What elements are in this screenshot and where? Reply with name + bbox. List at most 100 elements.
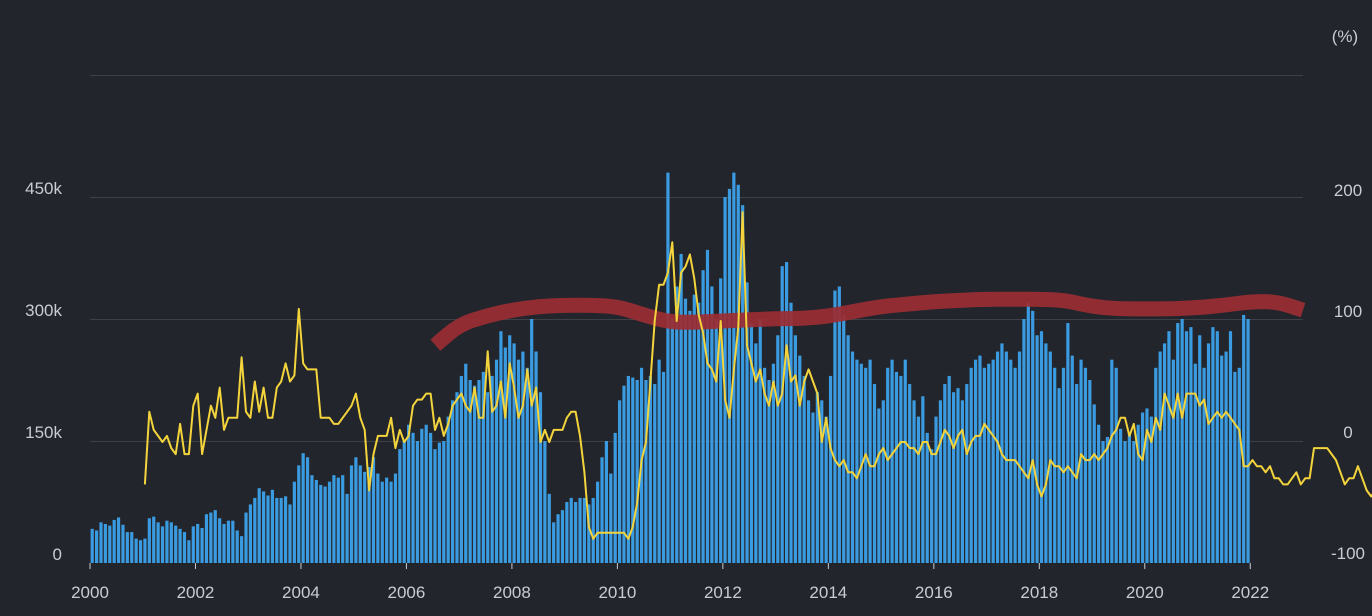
bar <box>890 359 894 563</box>
bar <box>380 481 384 563</box>
bar <box>1031 310 1035 563</box>
bar <box>683 298 688 563</box>
bar <box>389 481 393 563</box>
bar <box>314 480 318 563</box>
bar <box>1048 351 1052 563</box>
x-axis: 2000 2002 2004 2006 2008 2010 2012 2014 2016 2018… <box>71 563 1269 602</box>
bar <box>596 481 600 563</box>
bar <box>793 335 797 563</box>
y-axis-right: -100 0 100 200 <box>1331 181 1365 563</box>
bar <box>1009 359 1013 563</box>
x-tick-label: 2000 <box>71 583 109 602</box>
bar <box>864 367 868 563</box>
bar <box>1149 416 1153 563</box>
bar <box>991 359 995 563</box>
bar <box>1171 359 1175 563</box>
bar <box>1110 359 1114 563</box>
bar <box>719 278 723 563</box>
bar <box>402 441 406 563</box>
bar <box>780 266 784 563</box>
y-axis-left: 0 150k 300k 450k <box>25 179 62 564</box>
series-line <box>143 211 1372 540</box>
bar <box>494 359 499 563</box>
bar <box>1070 355 1074 563</box>
bar <box>222 523 226 563</box>
bar <box>828 375 833 563</box>
bar <box>617 400 622 563</box>
bar <box>745 282 749 563</box>
y2-tick-label: -100 <box>1331 544 1365 563</box>
bar <box>609 473 613 563</box>
bar <box>165 520 169 563</box>
bar <box>503 347 507 563</box>
bar <box>90 528 94 563</box>
bar <box>1022 319 1026 563</box>
bar <box>196 523 200 563</box>
bar <box>776 335 780 563</box>
bar <box>1061 367 1066 563</box>
bar <box>960 400 964 563</box>
bar <box>1224 351 1228 563</box>
bar <box>872 384 877 563</box>
bar <box>398 449 402 563</box>
bar <box>635 380 639 563</box>
bar <box>1105 436 1110 563</box>
bar <box>525 367 529 563</box>
bar <box>1132 441 1136 563</box>
bar <box>477 380 481 563</box>
bar <box>235 530 239 563</box>
bar <box>191 526 195 563</box>
bar <box>160 526 165 563</box>
bar <box>811 412 815 563</box>
bar <box>446 416 450 563</box>
bar <box>433 449 437 563</box>
bar <box>934 416 938 563</box>
bar <box>1246 319 1250 563</box>
bar <box>855 359 859 563</box>
bar <box>1154 367 1158 563</box>
bar <box>108 525 112 563</box>
bar <box>358 465 362 563</box>
bar <box>1237 367 1241 563</box>
bar <box>178 528 182 563</box>
bar <box>758 319 762 563</box>
bar <box>499 331 503 563</box>
bar <box>556 514 560 563</box>
bar <box>899 375 903 563</box>
bar <box>868 359 872 563</box>
bar <box>657 359 661 563</box>
bar <box>1013 367 1017 563</box>
bar <box>288 504 292 563</box>
bar <box>714 319 718 563</box>
x-tick-label: 2010 <box>598 583 636 602</box>
x-tick-label: 2014 <box>809 583 847 602</box>
bar <box>850 351 855 563</box>
bar <box>626 375 630 563</box>
bar <box>213 510 217 563</box>
bar <box>1145 408 1149 563</box>
bar <box>987 363 991 563</box>
bar <box>824 416 828 563</box>
x-tick-label: 2012 <box>704 583 742 602</box>
bar <box>1119 428 1123 563</box>
bar <box>332 475 336 563</box>
line-series <box>143 211 1372 540</box>
bar <box>582 497 587 563</box>
bar <box>697 302 701 563</box>
bar <box>613 432 617 563</box>
bar <box>143 538 147 563</box>
bar <box>455 392 459 563</box>
bar <box>275 497 279 563</box>
bar <box>169 522 173 563</box>
bar <box>648 375 652 563</box>
bar <box>424 424 428 563</box>
bar <box>297 465 301 563</box>
bar <box>1158 351 1162 563</box>
bar <box>877 408 881 563</box>
bar <box>894 371 899 563</box>
bar <box>349 465 354 563</box>
bar <box>121 524 125 563</box>
bar <box>842 314 846 563</box>
y2-tick-label: 200 <box>1334 181 1362 200</box>
